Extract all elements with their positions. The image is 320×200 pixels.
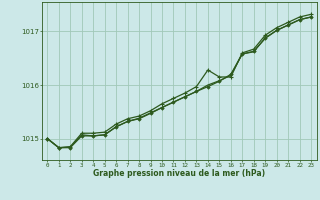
X-axis label: Graphe pression niveau de la mer (hPa): Graphe pression niveau de la mer (hPa) bbox=[93, 169, 265, 178]
